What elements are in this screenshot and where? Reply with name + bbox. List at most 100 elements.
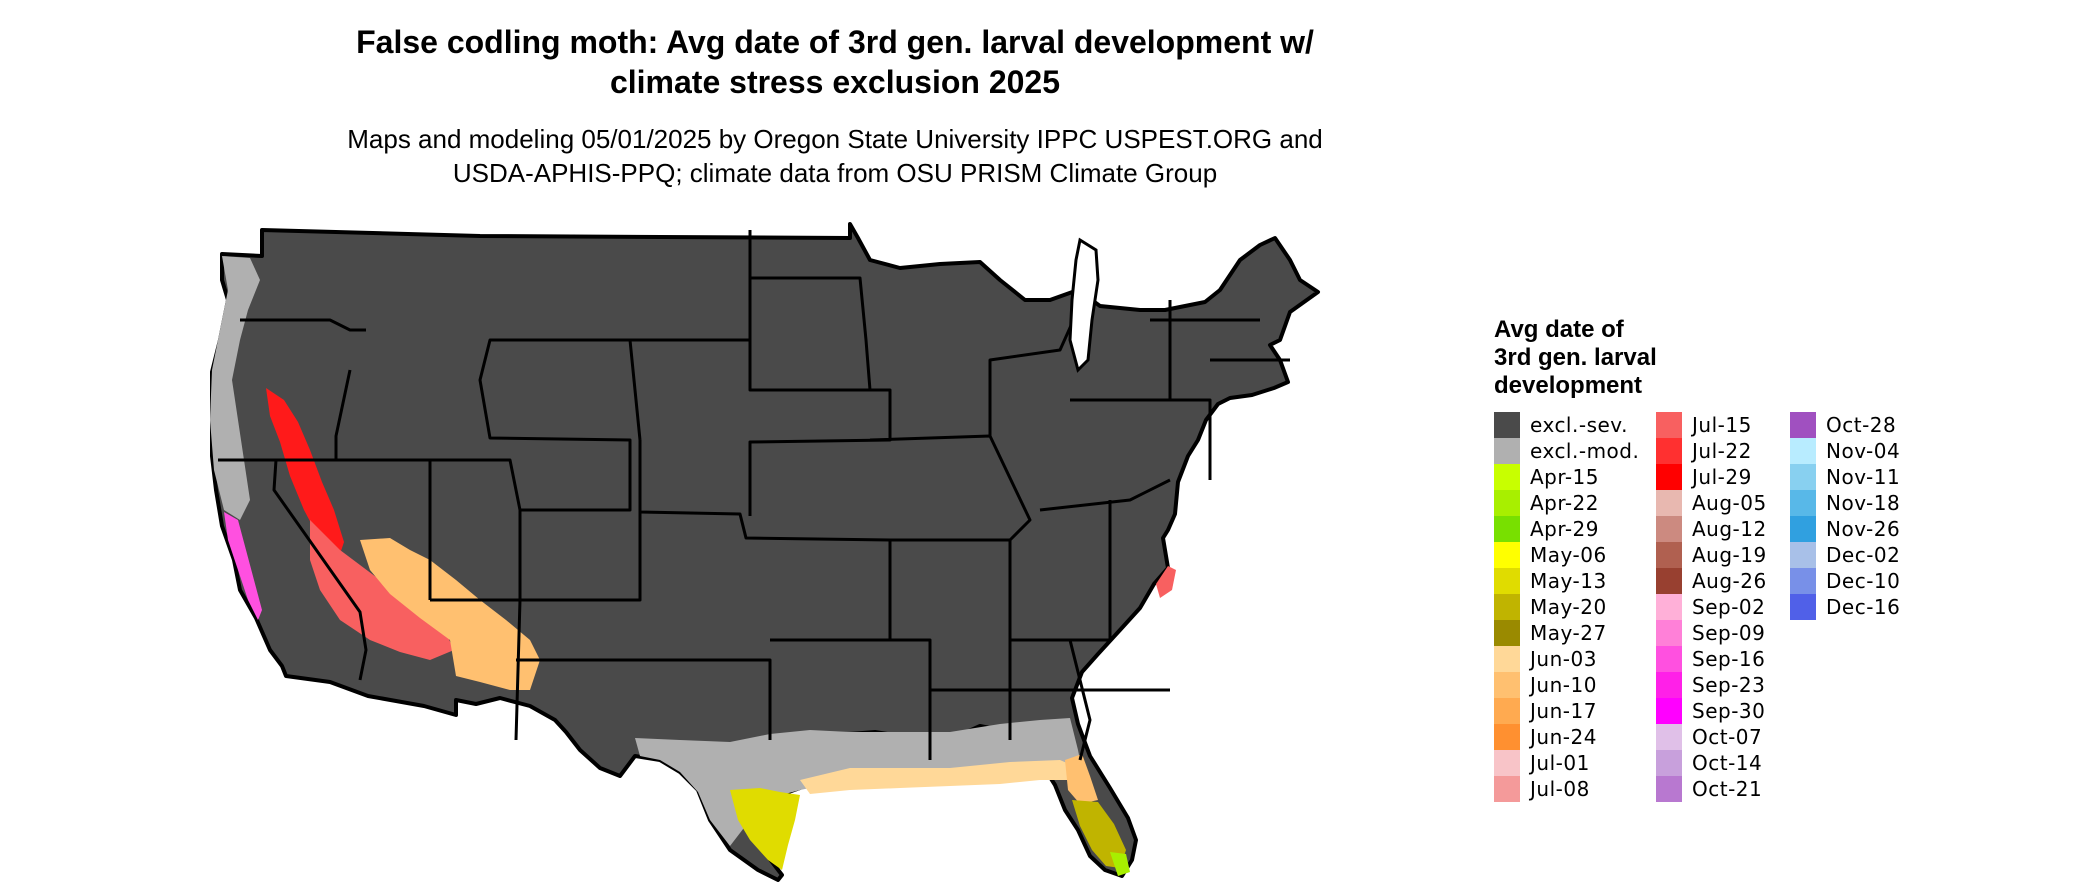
legend-label: Jun-24 — [1530, 725, 1597, 749]
legend-column-1: excl.-sev. excl.-mod. Apr-15 Apr-22 Apr-29 Ma… — [1494, 412, 1639, 802]
legend-item: Dec-02 — [1790, 542, 1900, 568]
gulf-coast-orange-zone — [800, 760, 1080, 794]
legend-label: May-20 — [1530, 595, 1607, 619]
legend-label: Aug-12 — [1692, 517, 1767, 541]
legend-label: Jul-01 — [1530, 751, 1590, 775]
legend-label: Sep-09 — [1692, 621, 1766, 645]
legend-label: Jul-15 — [1692, 413, 1752, 437]
legend-item: May-27 — [1494, 620, 1639, 646]
legend-label: Apr-15 — [1530, 465, 1599, 489]
legend-swatch — [1790, 490, 1816, 516]
legend-item: Oct-28 — [1790, 412, 1900, 438]
legend-swatch — [1494, 594, 1520, 620]
legend-label: May-13 — [1530, 569, 1607, 593]
legend-item: Jun-17 — [1494, 698, 1639, 724]
legend-label: Jun-10 — [1530, 673, 1597, 697]
legend-label: Nov-04 — [1826, 439, 1901, 463]
legend-item: Jul-22 — [1656, 438, 1767, 464]
map-title: False codling moth: Avg date of 3rd gen.… — [250, 22, 1420, 102]
legend-item: Aug-12 — [1656, 516, 1767, 542]
legend-item: May-20 — [1494, 594, 1639, 620]
legend-swatch — [1790, 568, 1816, 594]
legend-swatch — [1790, 464, 1816, 490]
legend-swatch — [1790, 438, 1816, 464]
south-florida-zone — [1072, 800, 1126, 868]
legend-item: Aug-05 — [1656, 490, 1767, 516]
legend-item: Apr-22 — [1494, 490, 1639, 516]
legend-label: Oct-14 — [1692, 751, 1763, 775]
legend-swatch — [1656, 672, 1682, 698]
coastal-magenta-zone — [224, 512, 262, 620]
legend-label: excl.-mod. — [1530, 439, 1640, 463]
legend-swatch — [1494, 542, 1520, 568]
subtitle-line-2: USDA-APHIS-PPQ; climate data from OSU PR… — [452, 158, 1218, 188]
legend-swatch — [1656, 464, 1682, 490]
legend-swatch — [1494, 438, 1520, 464]
legend-item: Dec-16 — [1790, 594, 1900, 620]
legend-label: Aug-26 — [1692, 569, 1767, 593]
legend-title-line: development — [1494, 372, 1643, 399]
legend-item: Jun-03 — [1494, 646, 1639, 672]
us-landmass — [210, 222, 1320, 882]
legend-label: Dec-10 — [1826, 569, 1901, 593]
legend-swatch — [1656, 568, 1682, 594]
legend-swatch — [1494, 568, 1520, 594]
legend-item: Aug-19 — [1656, 542, 1767, 568]
legend-swatch — [1656, 698, 1682, 724]
legend-item: excl.-sev. — [1494, 412, 1639, 438]
map-legend: Avg date of 3rd gen. larval development … — [1494, 316, 1914, 806]
legend-swatch — [1790, 594, 1816, 620]
legend-title-line: Avg date of — [1494, 316, 1624, 343]
legend-item: Sep-23 — [1656, 672, 1767, 698]
legend-title: Avg date of 3rd gen. larval development — [1494, 316, 1744, 400]
legend-label: May-06 — [1530, 543, 1607, 567]
legend-swatch — [1790, 542, 1816, 568]
legend-item: Oct-07 — [1656, 724, 1767, 750]
legend-label: May-27 — [1530, 621, 1607, 645]
legend-item: Nov-18 — [1790, 490, 1900, 516]
title-line-1: False codling moth: Avg date of 3rd gen.… — [356, 24, 1314, 60]
legend-swatch — [1656, 776, 1682, 802]
legend-label: Oct-28 — [1826, 413, 1897, 437]
legend-label: Aug-19 — [1692, 543, 1767, 567]
legend-item: Nov-26 — [1790, 516, 1900, 542]
legend-swatch — [1790, 412, 1816, 438]
legend-label: Aug-05 — [1692, 491, 1767, 515]
legend-label: Jun-03 — [1530, 647, 1597, 671]
legend-item: Jun-10 — [1494, 672, 1639, 698]
legend-item: Nov-11 — [1790, 464, 1900, 490]
legend-label: Jul-08 — [1530, 777, 1590, 801]
legend-swatch — [1494, 490, 1520, 516]
legend-label: Oct-21 — [1692, 777, 1763, 801]
legend-label: Jun-17 — [1530, 699, 1597, 723]
legend-item: Jul-15 — [1656, 412, 1767, 438]
legend-item: May-06 — [1494, 542, 1639, 568]
legend-label: Apr-29 — [1530, 517, 1599, 541]
legend-swatch — [1656, 542, 1682, 568]
legend-item: Oct-14 — [1656, 750, 1767, 776]
lake-michigan — [1068, 237, 1100, 373]
legend-item: Apr-29 — [1494, 516, 1639, 542]
legend-swatch — [1494, 412, 1520, 438]
legend-label: Sep-02 — [1692, 595, 1766, 619]
south-texas-zone — [730, 788, 800, 870]
legend-swatch — [1494, 750, 1520, 776]
carolina-coast-zone — [1156, 566, 1176, 598]
legend-swatch — [1656, 750, 1682, 776]
legend-swatch — [1656, 490, 1682, 516]
legend-item: Sep-30 — [1656, 698, 1767, 724]
legend-swatch — [1656, 724, 1682, 750]
map-subtitle: Maps and modeling 05/01/2025 by Oregon S… — [250, 122, 1420, 190]
legend-label: Nov-18 — [1826, 491, 1901, 515]
legend-item: Dec-10 — [1790, 568, 1900, 594]
legend-item: Jun-24 — [1494, 724, 1639, 750]
legend-label: Dec-02 — [1826, 543, 1901, 567]
legend-swatch — [1494, 776, 1520, 802]
legend-swatch — [1494, 646, 1520, 672]
legend-swatch — [1494, 516, 1520, 542]
legend-label: Oct-07 — [1692, 725, 1763, 749]
legend-swatch — [1656, 438, 1682, 464]
legend-item: Jul-08 — [1494, 776, 1639, 802]
florida-tip-zone — [1110, 852, 1130, 876]
legend-item: Jul-01 — [1494, 750, 1639, 776]
